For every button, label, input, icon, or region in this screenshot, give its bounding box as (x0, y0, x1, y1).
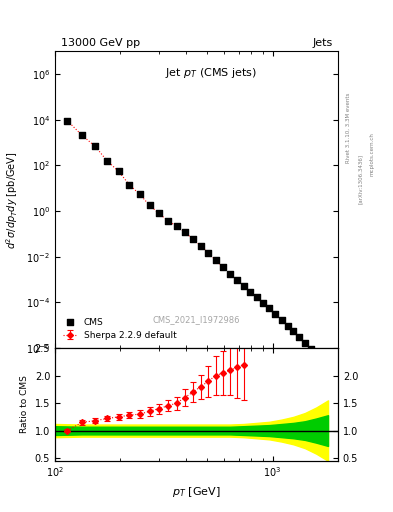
CMS (266, 304, 272, 312)
CMS (241, 282, 247, 290)
CMS (307, 345, 314, 353)
CMS (146, 201, 152, 209)
Legend: CMS, Sherpa 2.2.9 default: CMS, Sherpa 2.2.9 default (59, 314, 180, 344)
CMS (198, 242, 204, 250)
CMS (165, 217, 171, 225)
CMS (260, 299, 266, 307)
Y-axis label: Ratio to CMS: Ratio to CMS (20, 375, 29, 434)
X-axis label: $p_T$ [GeV]: $p_T$ [GeV] (172, 485, 221, 499)
Y-axis label: $d^2\sigma/dp_Tdy$ [pb/GeV]: $d^2\sigma/dp_Tdy$ [pb/GeV] (5, 151, 20, 248)
CMS (156, 209, 162, 218)
CMS (220, 263, 226, 271)
CMS (272, 310, 279, 318)
CMS (104, 157, 110, 165)
CMS (116, 167, 122, 176)
CMS (205, 249, 211, 257)
CMS (173, 222, 180, 230)
Text: Jet $p_T$ (CMS jets): Jet $p_T$ (CMS jets) (165, 66, 257, 80)
CMS (290, 327, 297, 335)
CMS (92, 142, 98, 151)
Text: 13000 GeV pp: 13000 GeV pp (61, 38, 140, 48)
Text: Rivet 3.1.10, 3.3M events: Rivet 3.1.10, 3.3M events (346, 93, 351, 163)
CMS (253, 293, 260, 301)
Text: mcplots.cern.ch: mcplots.cern.ch (369, 132, 375, 176)
CMS (79, 131, 85, 139)
Text: [arXiv:1306.3436]: [arXiv:1306.3436] (358, 154, 363, 204)
Text: Jets: Jets (312, 38, 332, 48)
CMS (190, 235, 196, 243)
CMS (234, 275, 240, 284)
CMS (64, 117, 70, 125)
CMS (302, 339, 308, 347)
CMS (285, 322, 291, 330)
CMS (213, 256, 219, 264)
Text: CMS_2021_I1972986: CMS_2021_I1972986 (153, 315, 240, 325)
CMS (279, 316, 285, 324)
CMS (247, 287, 253, 295)
CMS (126, 181, 132, 189)
CMS (296, 333, 302, 342)
CMS (136, 190, 143, 198)
CMS (182, 228, 188, 236)
CMS (313, 351, 320, 359)
CMS (227, 270, 233, 278)
